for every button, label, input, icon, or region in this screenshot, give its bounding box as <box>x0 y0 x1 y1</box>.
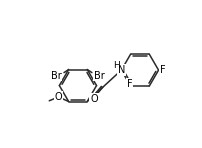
Text: Br: Br <box>94 71 105 81</box>
Text: F: F <box>160 65 165 75</box>
Text: O: O <box>55 92 62 102</box>
Text: F: F <box>127 79 133 89</box>
Text: H: H <box>113 61 120 70</box>
Text: Br: Br <box>51 71 62 81</box>
Text: O: O <box>90 94 98 104</box>
Text: N: N <box>118 65 125 75</box>
